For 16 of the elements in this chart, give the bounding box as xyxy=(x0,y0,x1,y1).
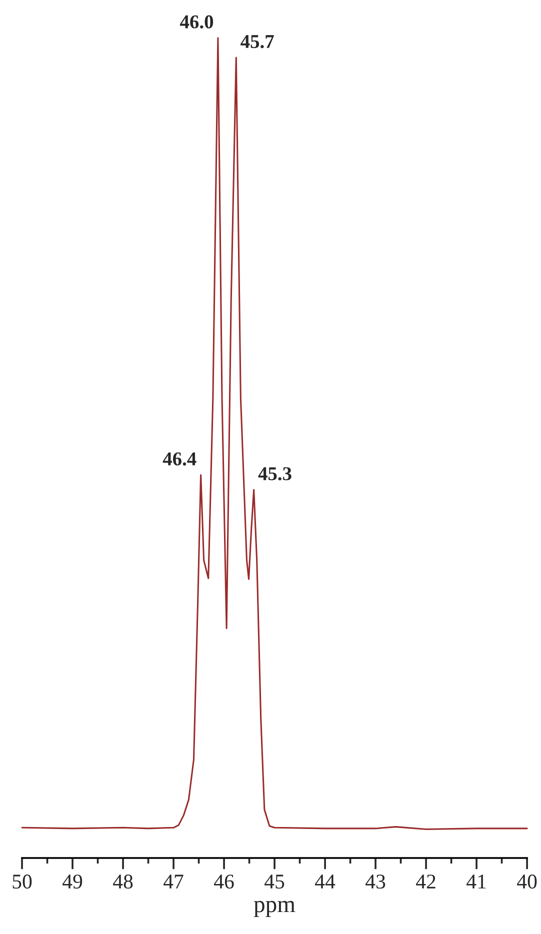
annotation: 46.4 xyxy=(162,452,196,466)
annotation: 45.7 xyxy=(240,35,274,48)
annotation: 46.0 xyxy=(180,15,214,28)
x-axis-title: ppm xyxy=(254,900,296,918)
annotation: 45.3 xyxy=(258,467,292,480)
x-tick-label: 48 xyxy=(113,874,133,889)
x-tick-label: 46 xyxy=(214,874,234,889)
x-tick-label: 43 xyxy=(366,874,386,889)
x-tick-label: 47 xyxy=(164,874,184,888)
x-tick-label: 50 xyxy=(12,874,32,889)
x-tick-label: 42 xyxy=(416,874,436,888)
x-tick-label: 49 xyxy=(62,874,82,889)
x-tick-label: 41 xyxy=(466,874,486,888)
x-tick-label: 44 xyxy=(315,874,336,888)
x-tick-label: 40 xyxy=(517,874,537,889)
x-tick-label: 45 xyxy=(264,874,284,889)
